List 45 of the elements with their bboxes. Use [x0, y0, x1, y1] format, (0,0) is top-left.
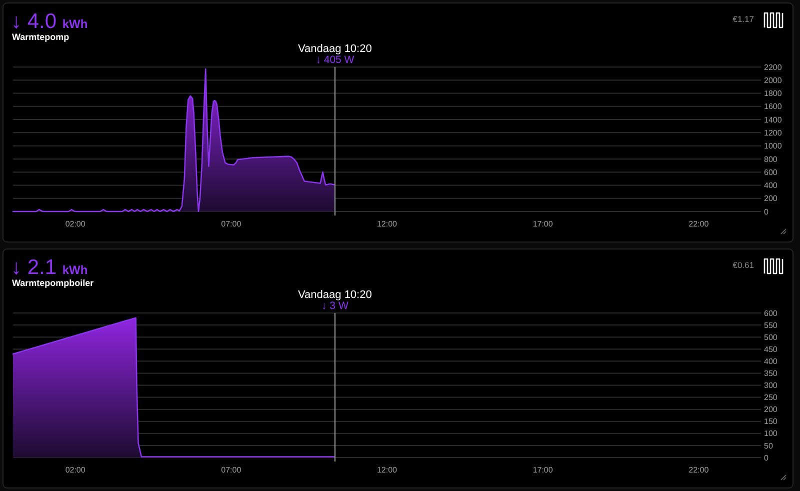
y-tick-label: 2000 [764, 76, 782, 85]
y-tick-label: 150 [764, 417, 778, 426]
text: €1.17 [732, 14, 754, 24]
x-tick-label: 12:00 [376, 466, 398, 474]
x-tick-label: 02:00 [65, 220, 86, 228]
y-tick-label: 250 [764, 393, 778, 402]
chart-subtitle: ↓ 4.0 kWh [11, 10, 88, 33]
y-tick-label: 100 [764, 429, 778, 438]
y-tick-label: 1200 [764, 128, 782, 138]
y-tick-label: 1800 [764, 89, 782, 98]
y-tick-label: 400 [764, 356, 778, 366]
y-tick-label: 50 [764, 441, 774, 450]
y-tick-label: 200 [764, 405, 778, 414]
y-tick-label: 550 [764, 320, 778, 330]
y-tick-label: 600 [764, 308, 778, 318]
y-tick-label: 350 [764, 369, 778, 378]
y-tick-label: 0 [764, 453, 769, 462]
x-tick-label: 02:00 [65, 466, 86, 474]
ref-line-label: Vandaag 10:20 [298, 289, 372, 301]
text: ↓ 3 W [322, 300, 348, 312]
x-tick-label: 07:00 [221, 220, 242, 228]
x-tick-label: 07:00 [221, 466, 242, 474]
chart-title: Warmtepompboiler [12, 278, 94, 288]
text: ↓ 405 W [316, 54, 354, 66]
y-tick-label: 200 [764, 194, 778, 204]
x-tick-label: 17:00 [532, 220, 554, 228]
x-tick-label: 17:00 [532, 466, 554, 474]
y-tick-label: 1400 [764, 115, 782, 124]
x-tick-label: 12:00 [376, 220, 398, 228]
y-tick-label: 500 [764, 332, 778, 342]
y-tick-label: 600 [764, 168, 778, 177]
x-tick-label: 22:00 [688, 220, 710, 228]
chart-title: Warmtepomp [12, 32, 70, 42]
y-tick-label: 300 [764, 381, 778, 390]
y-tick-label: 1600 [764, 102, 782, 112]
y-tick-label: 1000 [764, 142, 782, 151]
ref-line-label: Vandaag 10:20 [298, 43, 372, 55]
y-tick-label: 2200 [764, 62, 782, 72]
y-tick-label: 450 [764, 344, 778, 354]
x-tick-label: 22:00 [688, 466, 710, 474]
chart-subtitle: ↓ 2.1 kWh [11, 256, 88, 279]
text: €0.61 [732, 260, 754, 270]
y-tick-label: 400 [764, 181, 778, 190]
y-tick-label: 800 [764, 154, 778, 164]
y-tick-label: 0 [764, 207, 769, 216]
